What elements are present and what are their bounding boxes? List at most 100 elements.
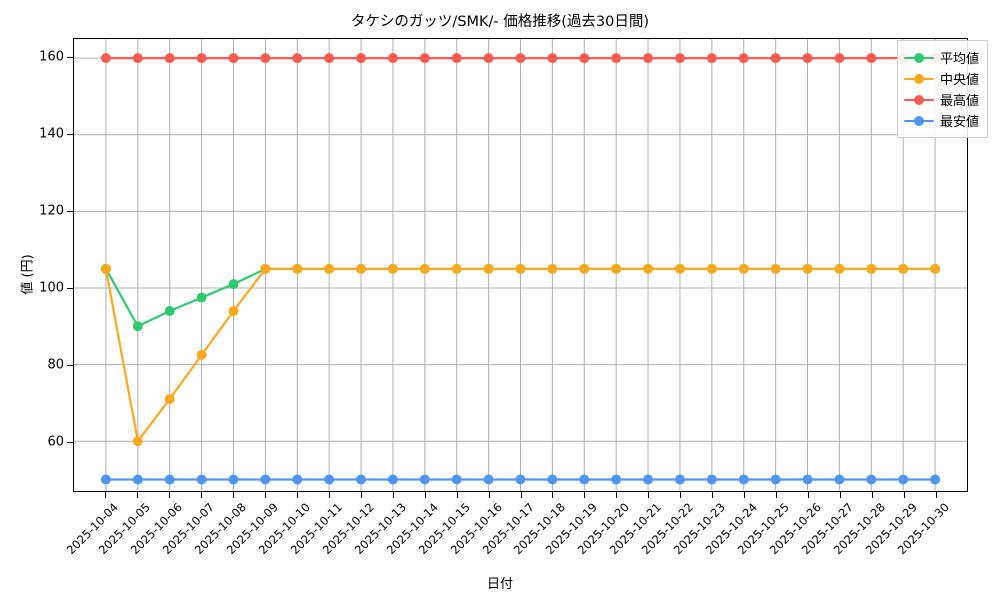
x-tick-mark	[200, 492, 202, 498]
x-tick-mark	[840, 492, 842, 498]
chart-legend: 平均値中央値最高値 最安値	[896, 40, 988, 138]
x-tick-mark	[328, 492, 330, 498]
x-tick-mark	[936, 492, 937, 498]
data-point	[132, 474, 143, 485]
series-line	[104, 267, 937, 328]
x-tick-mark	[776, 492, 778, 498]
legend-swatch-icon	[903, 72, 934, 86]
data-point	[451, 53, 462, 64]
data-point	[802, 263, 813, 274]
data-point	[706, 53, 717, 64]
data-point	[324, 474, 335, 485]
y-tick-label: 120	[39, 203, 64, 219]
data-point	[100, 263, 111, 274]
data-point	[834, 474, 845, 485]
y-tick-mark	[67, 211, 73, 213]
legend-item-2[interactable]: 最高値	[903, 89, 979, 110]
data-point	[228, 279, 239, 290]
data-point	[483, 474, 494, 485]
data-point	[898, 263, 909, 274]
data-point	[515, 474, 526, 485]
data-point	[706, 263, 717, 274]
data-point	[738, 53, 749, 64]
data-point	[419, 53, 430, 64]
x-tick-mark	[808, 492, 810, 498]
data-point	[706, 474, 717, 485]
data-point	[643, 474, 654, 485]
data-point	[738, 474, 749, 485]
data-point	[164, 394, 175, 405]
data-point	[770, 53, 781, 64]
legend-label: 中央値	[939, 73, 979, 88]
legend-item-0[interactable]: 平均値	[903, 47, 979, 68]
y-tick-mark	[67, 365, 73, 367]
x-tick-mark	[552, 492, 554, 498]
data-point	[164, 53, 175, 64]
data-point	[579, 53, 590, 64]
x-tick-mark	[616, 492, 618, 498]
data-point	[324, 263, 335, 274]
data-point	[260, 474, 271, 485]
series-line	[104, 267, 937, 443]
data-point	[164, 305, 175, 316]
data-point	[770, 263, 781, 274]
data-point	[324, 53, 335, 64]
y-tick-mark	[67, 134, 73, 136]
data-point	[738, 263, 749, 274]
y-axis-tick-labels: 60 80 100 120 140 160	[0, 38, 64, 492]
x-tick-mark	[584, 492, 586, 498]
legend-swatch-icon	[903, 51, 934, 65]
legend-swatch-icon	[903, 93, 934, 107]
legend-label: 最高値	[939, 94, 979, 109]
x-tick-mark	[136, 492, 138, 498]
data-point	[196, 292, 207, 303]
x-tick-mark	[712, 492, 714, 498]
data-point	[483, 53, 494, 64]
series-1	[100, 263, 941, 447]
y-tick-mark	[67, 441, 73, 443]
data-point	[834, 263, 845, 274]
data-point	[930, 474, 941, 485]
data-point	[451, 263, 462, 274]
data-point	[866, 474, 877, 485]
legend-item-1[interactable]: 中央値	[903, 68, 979, 89]
data-point	[834, 53, 845, 64]
legend-label: 平均値	[939, 52, 979, 67]
y-tick-label: 140	[39, 126, 64, 142]
y-tick-label: 80	[47, 357, 64, 373]
x-tick-mark	[264, 492, 266, 498]
x-tick-mark	[488, 492, 490, 498]
data-point	[802, 474, 813, 485]
data-point	[611, 263, 622, 274]
data-point	[419, 263, 430, 274]
data-point	[164, 474, 175, 485]
data-point	[196, 350, 207, 360]
x-tick-mark	[296, 492, 298, 498]
data-point	[451, 474, 462, 485]
data-point	[387, 263, 398, 274]
data-point	[802, 53, 813, 64]
x-tick-mark	[360, 492, 362, 498]
series-3	[100, 474, 941, 485]
data-point	[100, 53, 111, 64]
x-tick-mark	[904, 492, 906, 498]
y-tick-mark	[67, 288, 73, 290]
x-tick-mark	[680, 492, 682, 498]
data-point	[132, 321, 143, 332]
y-tick-label: 60	[47, 434, 64, 450]
x-tick-mark	[744, 492, 746, 498]
y-tick-mark	[67, 57, 73, 59]
data-point	[547, 263, 558, 274]
data-point	[196, 53, 207, 64]
data-point	[515, 53, 526, 64]
data-point	[292, 474, 303, 485]
data-point	[356, 263, 367, 274]
data-point	[898, 474, 909, 485]
data-point	[579, 474, 590, 485]
data-point	[866, 53, 877, 64]
legend-item-3[interactable]: 最安値	[903, 110, 979, 131]
x-tick-mark	[456, 492, 458, 498]
x-tick-mark	[105, 492, 106, 498]
data-point	[228, 53, 239, 64]
